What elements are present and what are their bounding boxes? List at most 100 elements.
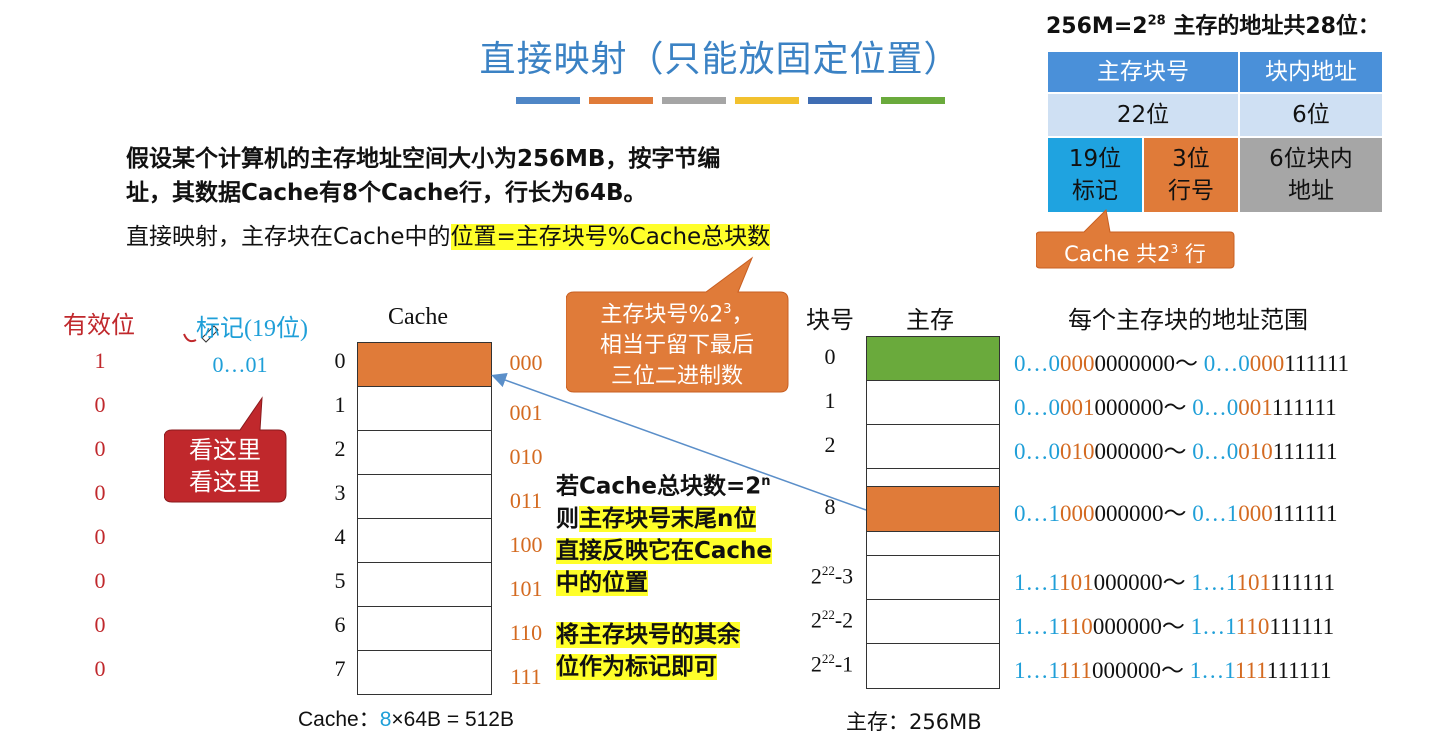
- mod-callout: 主存块号%23， 相当于留下最后 三位二进制数: [566, 294, 788, 392]
- address-range-end-row: 000: [1238, 501, 1273, 526]
- memory-block-0: [866, 336, 1000, 381]
- valid-bit: 0: [94, 392, 106, 417]
- address-range-end-offset: 111111: [1272, 395, 1337, 420]
- memory-block-3: [866, 486, 1000, 532]
- address-range-start-prefix: 0…1: [1014, 501, 1060, 526]
- cache-line-2: [357, 430, 492, 475]
- address-range-end-prefix: 0…0: [1192, 395, 1239, 420]
- address-range-start-prefix: 1…1: [1014, 570, 1060, 595]
- title-bar-5: [808, 97, 872, 104]
- mod-callout-line-3: 三位二进制数: [610, 364, 743, 390]
- mod-callout-line-1: 主存块号%23，: [566, 294, 788, 330]
- memory-block-number-base: 2: [810, 563, 822, 589]
- address-range-end-offset: 111111: [1284, 351, 1349, 376]
- title-bar-6: [881, 97, 945, 104]
- address-range: 1…1101000000〜 1…1101111111: [1014, 563, 1335, 597]
- cache-line-bits: 100: [509, 532, 543, 557]
- address-range-start-prefix: 1…1: [1014, 658, 1060, 683]
- cache-line-0: [357, 342, 492, 387]
- address-range-start-row: 001: [1060, 395, 1095, 420]
- cache-line-number: 7: [334, 656, 346, 681]
- memory-block-number-suffix: -3: [834, 563, 854, 589]
- address-range-end-offset: 111111: [1267, 658, 1332, 683]
- cache-line-6: [357, 606, 492, 651]
- address-range-start-offset: 000000〜: [1093, 570, 1192, 595]
- explanation-line-1-pre: 若Cache总块数=2: [556, 473, 762, 500]
- look-callout-line-1: 看这里: [189, 436, 261, 464]
- valid-bit: 0: [94, 524, 106, 549]
- valid-bit: 0: [94, 656, 106, 681]
- address-range-start-prefix: 0…0: [1014, 395, 1060, 420]
- cache-line-bits: 101: [509, 576, 543, 601]
- address-range-end-prefix: 1…1: [1190, 614, 1237, 639]
- valid-bit-header: 有效位: [63, 313, 135, 339]
- look-callout: 看这里 看这里: [164, 434, 286, 498]
- cache-rows-callout-exp: 3: [1170, 242, 1179, 256]
- address-range-end-offset: 111111: [1272, 439, 1338, 464]
- page-title: 直接映射（只能放固定位置）: [479, 39, 961, 80]
- address-range: 0…0001000000〜 0…0001111111: [1014, 388, 1337, 422]
- mod-callout-line-1-pre: 主存块号%2: [600, 302, 724, 328]
- address-range-start-row: 010: [1060, 439, 1095, 464]
- address-range-end-prefix: 1…1: [1191, 570, 1237, 595]
- valid-bit: 1: [94, 348, 106, 373]
- memory-block-number: 2: [824, 432, 836, 457]
- address-heading: 256M=228 主存的地址共28位：: [1046, 8, 1380, 40]
- memory-block-4: [866, 555, 1000, 600]
- cache-title: Cache: [388, 304, 448, 330]
- look-callout-shape: [164, 396, 287, 503]
- valid-bit: 0: [94, 568, 106, 593]
- address-range-start-offset: 0000000〜: [1094, 351, 1204, 376]
- address-range-end-row: 001: [1238, 395, 1273, 420]
- address-range-end-prefix: 0…1: [1192, 501, 1239, 526]
- address-range-end-row: 101: [1236, 570, 1271, 595]
- address-range: 1…1111000000〜 1…1111111111: [1014, 651, 1332, 685]
- cache-rows-callout-shape: [1036, 208, 1235, 269]
- block-number-bits: 22位: [1048, 94, 1240, 136]
- cache-line-bits: 010: [509, 444, 543, 469]
- memory-block-number-base: 2: [810, 607, 822, 633]
- cache-line-bits: 011: [509, 488, 543, 513]
- intro-line-1: 假设某个计算机的主存地址空间大小为256MB，按字节编: [126, 146, 721, 172]
- explanation-line-4: 中的位置: [556, 567, 772, 599]
- cache-line-number: 5: [334, 568, 346, 593]
- offset-field-bits: 6位块内: [1269, 146, 1353, 172]
- mod-callout-line-1-post: ，: [731, 302, 754, 328]
- cache-line-bits: 001: [509, 400, 543, 425]
- tag-header: 标记(19位): [196, 316, 308, 342]
- address-format-table: 主存块号 块内地址 22位 6位 19位 标记 3位 行号 6位块内 地址: [1048, 52, 1382, 212]
- address-range-start-row: 110: [1059, 614, 1093, 639]
- memory-block-1: [866, 380, 1000, 425]
- explanation: 若Cache总块数=2n 则主存块号末尾n位 直接反映它在Cache 中的位置 …: [556, 466, 773, 683]
- cache-size-footer: Cache：8×64B = 512B: [298, 703, 514, 733]
- memory-block-number-suffix: -2: [834, 607, 854, 633]
- memory-block-number: 8: [824, 494, 836, 519]
- memory-block-number: 222-3: [798, 563, 866, 589]
- address-heading-post: 主存的地址共28位：: [1165, 14, 1380, 39]
- offset-field: 6位块内 地址: [1240, 138, 1382, 212]
- address-range-end-row: 110: [1236, 614, 1270, 639]
- mod-callout-shape: [566, 256, 789, 393]
- explanation-line-2-pre: 则: [556, 505, 579, 532]
- look-callout-line-2: 看这里: [189, 468, 261, 496]
- cache-line-number: 0: [334, 348, 346, 373]
- row-field: 3位 行号: [1144, 138, 1240, 212]
- cache-size-footer-count: 8: [379, 708, 392, 731]
- pen-mark-icon: [183, 325, 219, 343]
- address-range-end-prefix: 1…1: [1189, 658, 1236, 683]
- memory-block-number: 0: [824, 344, 836, 369]
- explanation-line-6-highlight: 位作为标记即可: [556, 653, 717, 680]
- cache-line-4: [357, 518, 492, 563]
- address-heading-exp: 28: [1147, 13, 1166, 29]
- address-range-end-offset: 111111: [1272, 501, 1338, 526]
- tag-value: 0…01: [212, 352, 268, 377]
- memory-block-number-exp: 22: [821, 651, 835, 666]
- memory-block-number: 1: [824, 388, 836, 413]
- address-range: 0…1000000000〜 0…1000111111: [1014, 494, 1337, 528]
- explanation-line-3: 直接反映它在Cache: [556, 535, 773, 567]
- intro-text: 假设某个计算机的主存地址空间大小为256MB，按字节编 址，其数据Cache有8…: [126, 142, 720, 210]
- explanation-line-5: 将主存块号的其余: [556, 619, 772, 651]
- cache-size-footer-pre: Cache：: [298, 708, 380, 731]
- tag-field-bits: 19位: [1068, 146, 1122, 172]
- cache-rows-callout-pre: Cache 共2: [1064, 242, 1171, 266]
